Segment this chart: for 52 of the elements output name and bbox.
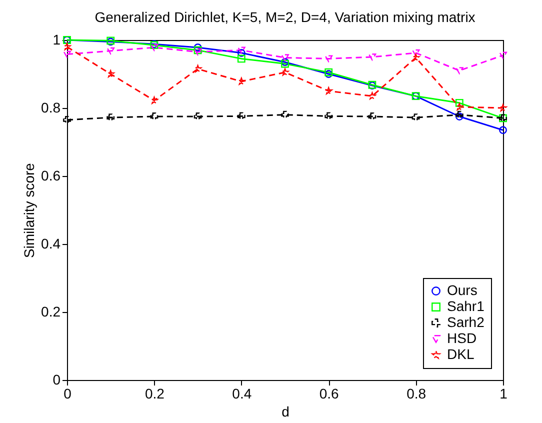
- point: [368, 112, 376, 120]
- point: [106, 47, 115, 54]
- point: [499, 126, 507, 134]
- point: [368, 92, 376, 100]
- y-tick-label: 0.2: [41, 304, 61, 320]
- point: [237, 54, 246, 63]
- y-tick-label: 0.6: [41, 168, 61, 184]
- y-tick-label: 1: [52, 32, 61, 48]
- point: [324, 87, 332, 94]
- point: [499, 104, 507, 112]
- point: [281, 54, 289, 62]
- legend-label: Ours: [447, 282, 478, 298]
- point: [238, 78, 246, 85]
- x-tick-label: 0: [64, 386, 72, 402]
- x-tick-label: 0.2: [144, 386, 165, 402]
- point: [368, 53, 376, 61]
- point: [150, 112, 158, 120]
- point: [150, 44, 158, 51]
- chart-title: Generalized Dirichlet, K=5, M=2, D=4, Variation mixing matrix: [94, 9, 476, 25]
- point: [324, 55, 333, 62]
- point: [455, 98, 464, 107]
- x-tick-label: 0.8: [406, 386, 426, 402]
- legend-label: HSD: [447, 330, 477, 346]
- y-tick-label: 0.8: [41, 100, 61, 116]
- point: [106, 70, 114, 78]
- legend-label: DKL: [447, 346, 474, 362]
- y-axis-title: Similarity score: [21, 162, 38, 258]
- y-tick-label: 0.4: [41, 236, 61, 252]
- x-axis-title: d: [282, 404, 290, 420]
- point: [412, 49, 420, 56]
- point: [412, 54, 420, 61]
- legend-label: Sahr1: [447, 298, 485, 314]
- legend-label: Sarh2: [447, 314, 485, 330]
- x-tick-label: 0.4: [232, 386, 252, 402]
- point: [63, 42, 71, 50]
- point: [499, 52, 507, 59]
- point: [194, 44, 202, 52]
- point: [412, 114, 420, 122]
- point: [63, 50, 71, 58]
- point: [237, 48, 246, 57]
- point: [194, 112, 202, 120]
- x-tick-label: 0.6: [319, 386, 340, 402]
- point: [106, 114, 115, 122]
- point: [456, 103, 464, 110]
- x-tick-label: 1: [500, 386, 508, 402]
- point: [455, 67, 464, 74]
- point: [237, 46, 246, 54]
- point: [150, 96, 158, 104]
- point: [194, 64, 202, 72]
- point: [63, 116, 71, 124]
- y-tick-label: 0: [52, 372, 61, 388]
- point: [281, 68, 289, 76]
